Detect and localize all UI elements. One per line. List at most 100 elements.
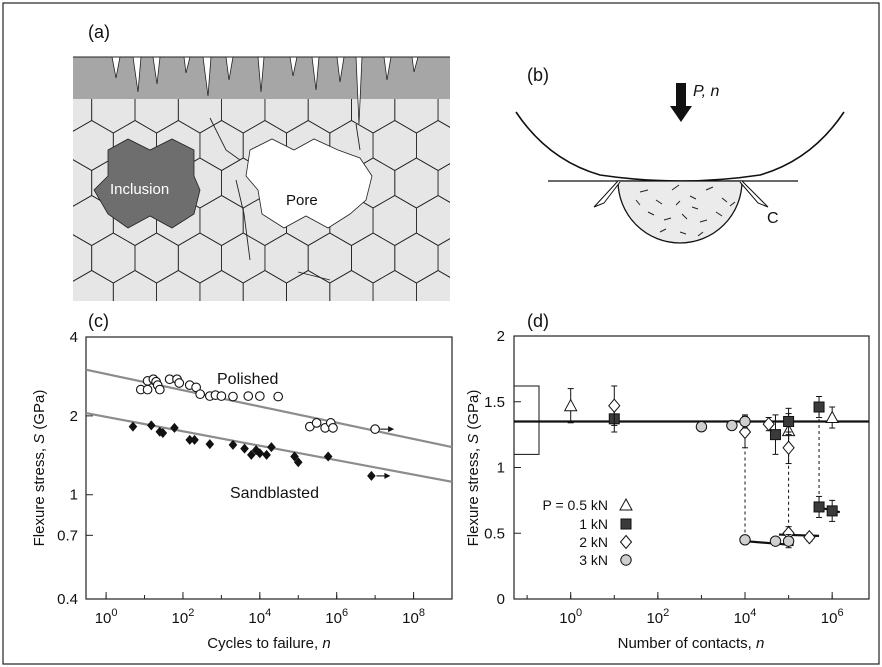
panel-c-label: (c) [88, 311, 109, 331]
legend-marker [619, 497, 633, 511]
legend-marker [620, 518, 632, 530]
x-tick-label-c: 100 [95, 607, 118, 627]
markers-d [563, 385, 840, 549]
legend-label: 1 kN [579, 516, 608, 532]
data-point [769, 535, 782, 547]
data-point-polished [243, 391, 254, 401]
data-point-sandblasted [255, 448, 265, 459]
y-tick-label-c: 0.4 [57, 591, 78, 608]
microcrack [699, 219, 708, 223]
x-tick-label-c: 104 [248, 607, 271, 627]
data-point-sandblasted [146, 420, 156, 431]
data-point-polished [311, 418, 322, 428]
runout-arrowhead-icon [388, 426, 395, 433]
data-point-sandblasted [290, 451, 299, 462]
panel-a: (a) Inclusion Pore [73, 22, 450, 301]
x-tick-label-d: 102 [646, 607, 669, 627]
microcrack [675, 200, 681, 206]
axes-d: 100 102 104 106 0 0.5 1 1.5 2 [484, 328, 843, 627]
x-tick-label-c: 106 [325, 607, 348, 627]
data-point-sandblasted [323, 451, 333, 462]
y-tick-label-d: 1 [497, 460, 505, 477]
panel-b: (b) P, n C [515, 65, 845, 244]
x-axis-title-c: Cycles to failure, n [207, 635, 330, 652]
y-tick-label-d: 1.5 [484, 394, 505, 411]
microcrack [681, 213, 688, 220]
data-point [726, 419, 738, 432]
legend-d: P = 0.5 kN 1 kN 2 kN 3 kN [542, 497, 633, 568]
data-point [769, 429, 781, 441]
legend-marker [619, 534, 633, 550]
runout-arrowhead-icon [384, 472, 391, 479]
microcrack [715, 211, 723, 217]
legend-label: P = 0.5 kN [542, 497, 608, 513]
plot-frame-c [85, 336, 453, 600]
inclusion-region [93, 138, 201, 229]
x-tick-label-d: 104 [734, 607, 757, 627]
data-point [803, 529, 816, 545]
data-point [813, 501, 825, 513]
load-label: P, n [693, 83, 720, 100]
microcrack [705, 186, 714, 191]
microcrack [647, 211, 655, 216]
markers-c [128, 374, 395, 481]
load-arrow-icon [670, 83, 692, 122]
data-point-sandblasted [205, 439, 215, 450]
data-point-polished [154, 384, 165, 395]
data-point-sandblasted [185, 434, 195, 445]
data-point-polished [254, 391, 265, 401]
microcrack [659, 228, 667, 233]
microcrack [679, 231, 687, 235]
data-point-polished [216, 391, 227, 401]
microcrack [691, 206, 699, 210]
panel-c: (c) 100 102 104 106 108 0.4 0.7 1 2 4 Polished Sa… [31, 311, 453, 652]
microcrack [639, 189, 649, 193]
data-point-sandblasted [247, 449, 256, 460]
microcrack [721, 197, 728, 203]
panel-d: (d) 100 102 104 106 0 0.5 1 1.5 2 P = 0.5 kN 1 kN… [465, 311, 870, 652]
legend-marker [620, 554, 632, 566]
y-tick-label-d: 2 [497, 328, 505, 345]
data-point-sandblasted [228, 439, 238, 450]
y-tick-label-d: 0.5 [484, 525, 505, 542]
data-point [695, 421, 708, 433]
x-axis-title-d: Number of contacts, n [618, 635, 765, 652]
data-point [738, 424, 752, 440]
y-axis-title-c: Flexure stress, S (GPa) [31, 390, 48, 547]
series-label-sandblasted: Sandblasted [230, 485, 319, 502]
data-point [563, 398, 578, 412]
grain-boundary-cracks [209, 117, 361, 281]
data-point-polished [142, 384, 153, 395]
pore-region [245, 138, 373, 229]
data-point-sandblasted [190, 434, 199, 445]
y-tick-label-d: 0 [497, 591, 505, 608]
data-point-sandblasted [128, 421, 138, 432]
panel-b-label: (b) [527, 65, 549, 85]
y-axis-title-d: Flexure stress, S (GPa) [465, 390, 482, 547]
microcrack [671, 184, 680, 191]
data-point-sandblasted [240, 443, 249, 454]
y-tick-label-c: 4 [70, 329, 78, 346]
x-tick-label-c: 102 [172, 607, 195, 627]
grain [437, 163, 450, 203]
microcrack [697, 231, 704, 237]
y-tick-label-c: 0.7 [57, 527, 78, 544]
microcrack [635, 199, 641, 206]
legend-label: 3 kN [579, 552, 608, 568]
data-point [739, 415, 751, 428]
data-point-polished [174, 378, 185, 388]
x-tick-label-d: 106 [821, 607, 844, 627]
surface-cracks [111, 56, 419, 125]
microcrack [655, 199, 663, 205]
data-point-polished [328, 423, 338, 433]
data-point [608, 398, 621, 413]
data-point-sandblasted [262, 449, 271, 460]
microcrack [729, 201, 736, 207]
data-point [782, 535, 795, 547]
damage-microcracks [635, 184, 736, 237]
data-point-sandblasted [267, 442, 276, 453]
data-point-polished [195, 389, 205, 400]
inert-strength-bracket [514, 385, 540, 455]
cone-crack-label: C [767, 210, 779, 227]
